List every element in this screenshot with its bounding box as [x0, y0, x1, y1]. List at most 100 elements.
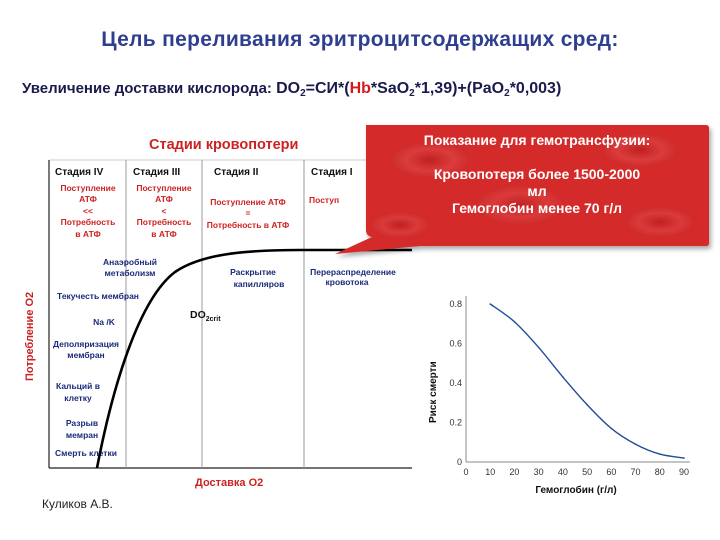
- event-calcium-line: клетку: [64, 393, 92, 403]
- stage-2-note-line: Поступление АТФ: [210, 197, 285, 207]
- risk-x-label: Гемоглобин (г/л): [535, 484, 616, 496]
- transfusion-callout-text: Показание для гемотрансфузии: Кровопотер…: [368, 132, 706, 217]
- risk-data-point: [634, 443, 637, 446]
- risk-data-point: [586, 403, 588, 406]
- event-capillary-line: Раскрытие: [230, 267, 276, 277]
- risk-data-point: [489, 303, 492, 305]
- event-redistribution-line: кровотока: [326, 277, 369, 287]
- stage-1-events: Перераспределение кровотока: [310, 267, 396, 287]
- risk-y-tick-label: 0: [457, 457, 462, 467]
- stage-3-note-line: <: [162, 206, 167, 216]
- do2crit-main: DO: [190, 309, 206, 321]
- callout-line-blood-loss: Кровопотеря более 1500-2000: [433, 166, 641, 182]
- formula-sao: *SaO: [370, 80, 410, 97]
- risk-data-point: [562, 376, 564, 378]
- stage-3-note-line: в АТФ: [151, 229, 176, 239]
- stages-title: Стадии кровопотери: [149, 137, 298, 153]
- risk-chart: 0 0.2 0.4 0.6 0.8 0 10 20 30 40 50 60 70 80 90 Риск с…: [428, 296, 690, 496]
- risk-x-tick-label: 70: [631, 467, 641, 477]
- stage-2-note-line: =: [246, 208, 251, 218]
- event-redistribution-line: Перераспределение: [310, 267, 396, 277]
- risk-data-point: [537, 346, 540, 349]
- risk-x-tick-label: 40: [558, 467, 568, 477]
- formula-pao-sub: 2: [504, 88, 510, 99]
- event-membrane-fluidity: Текучесть мембран: [57, 291, 139, 301]
- stage-2-note-line: Потребность в АТФ: [207, 220, 289, 230]
- risk-x-tick-label: 20: [509, 467, 519, 477]
- rbc-decoration: [370, 212, 430, 238]
- stage-4-events: Анаэробный метаболизм Текучесть мембран …: [53, 257, 157, 458]
- event-capillary-line: капилляров: [234, 279, 285, 289]
- stage-3-note-line: Поступление: [136, 183, 192, 193]
- do2crit-label: DO2crit: [190, 309, 221, 323]
- rbc-decoration: [602, 133, 678, 167]
- event-calcium-line: Кальций в: [56, 381, 100, 391]
- formula-mid: *1,39)+(PaO: [414, 80, 505, 97]
- formula-sao-sub: 2: [409, 88, 415, 99]
- rbc-decoration: [475, 185, 565, 225]
- author-credit: Куликов А.В.: [42, 497, 113, 511]
- stage-4-note-line: в АТФ: [75, 229, 100, 239]
- stage-3-note-line: АТФ: [155, 194, 173, 204]
- formula-prefix: Увеличение доставки кислорода:: [22, 80, 277, 97]
- stage-4-note-line: АТФ: [79, 194, 97, 204]
- stage-2-notes: Поступление АТФ = Потребность в АТФ: [207, 197, 289, 230]
- rbc-decoration: [390, 142, 470, 178]
- x-axis-label: Доставка О2: [195, 477, 263, 489]
- formula-do: DO: [276, 80, 301, 97]
- risk-x-tick-label: 50: [582, 467, 592, 477]
- callout-heading: Показание для гемотрансфузии:: [423, 132, 651, 148]
- callout-line-hemoglobin: Гемоглобин менее 70 г/л: [451, 200, 623, 216]
- transfusion-callout-bubble: [335, 125, 709, 254]
- event-depolarization-line: Деполяризация: [53, 339, 119, 349]
- slide-title: Цель переливания эритроцитсодержащих сре…: [101, 28, 619, 51]
- stage-4-note-line: Поступление: [60, 183, 116, 193]
- oxygen-delivery-formula: Увеличение доставки кислорода: DO2=СИ*(H…: [22, 80, 561, 99]
- rbc-decoration: [625, 207, 695, 237]
- consumption-curve: [95, 248, 412, 469]
- event-na-k: Na /K: [93, 317, 116, 327]
- stage-4-note-line: Потребность: [61, 217, 116, 227]
- stage-3-note-line: Потребность: [137, 217, 192, 227]
- event-anaerobic-line: метаболизм: [105, 268, 156, 278]
- risk-y-tick-label: 0.4: [449, 378, 462, 388]
- stage-2-label: Стадия II: [214, 167, 259, 178]
- risk-y-tick-label: 0.8: [449, 299, 462, 309]
- risk-data-point: [658, 453, 661, 455]
- callout-gap: [368, 149, 706, 166]
- risk-y-tick-label: 0.6: [449, 339, 462, 349]
- event-cell-death: Смерть клетки: [55, 448, 117, 458]
- risk-series-line: [489, 303, 685, 459]
- risk-y-label: Риск смерти: [428, 361, 439, 423]
- event-rupture-line: мемран: [66, 430, 98, 440]
- formula-tail: *0,003): [509, 80, 562, 97]
- formula-do-sub: 2: [300, 88, 306, 99]
- y-axis-label: Потребление О2: [24, 292, 36, 381]
- stage-4-notes: Поступление АТФ << Потребность в АТФ: [60, 183, 116, 239]
- risk-data-point: [683, 457, 685, 459]
- callout-line-ml: мл: [527, 183, 547, 199]
- risk-y-tick-label: 0.2: [449, 418, 462, 428]
- risk-x-tick-label: 10: [485, 467, 495, 477]
- event-rupture-line: Разрыв: [66, 418, 98, 428]
- event-anaerobic-line: Анаэробный: [103, 257, 157, 267]
- risk-x-tick-label: 60: [606, 467, 616, 477]
- risk-x-tick-label: 90: [679, 467, 689, 477]
- stage-2-events: Раскрытие капилляров: [230, 267, 284, 289]
- risk-data-point: [513, 320, 516, 323]
- event-depolarization-line: мембран: [67, 350, 104, 360]
- formula-hb: Hb: [349, 80, 371, 97]
- stage-4-label: Стадия IV: [55, 167, 104, 178]
- risk-x-tick-label: 80: [655, 467, 665, 477]
- stage-3-notes: Поступление АТФ < Потребность в АТФ: [136, 183, 192, 239]
- stage-1-label: Стадия I: [311, 167, 353, 178]
- stage-3-label: Стадия III: [133, 167, 180, 178]
- formula-eq1: =СИ*(: [305, 80, 350, 97]
- risk-x-tick-label: 0: [463, 467, 468, 477]
- do2crit-sub: 2crit: [206, 316, 221, 323]
- risk-data-point: [610, 427, 613, 430]
- stage-1-note: Поступ: [309, 195, 339, 205]
- risk-x-tick-label: 30: [534, 467, 544, 477]
- stage-4-note-line: <<: [83, 206, 93, 216]
